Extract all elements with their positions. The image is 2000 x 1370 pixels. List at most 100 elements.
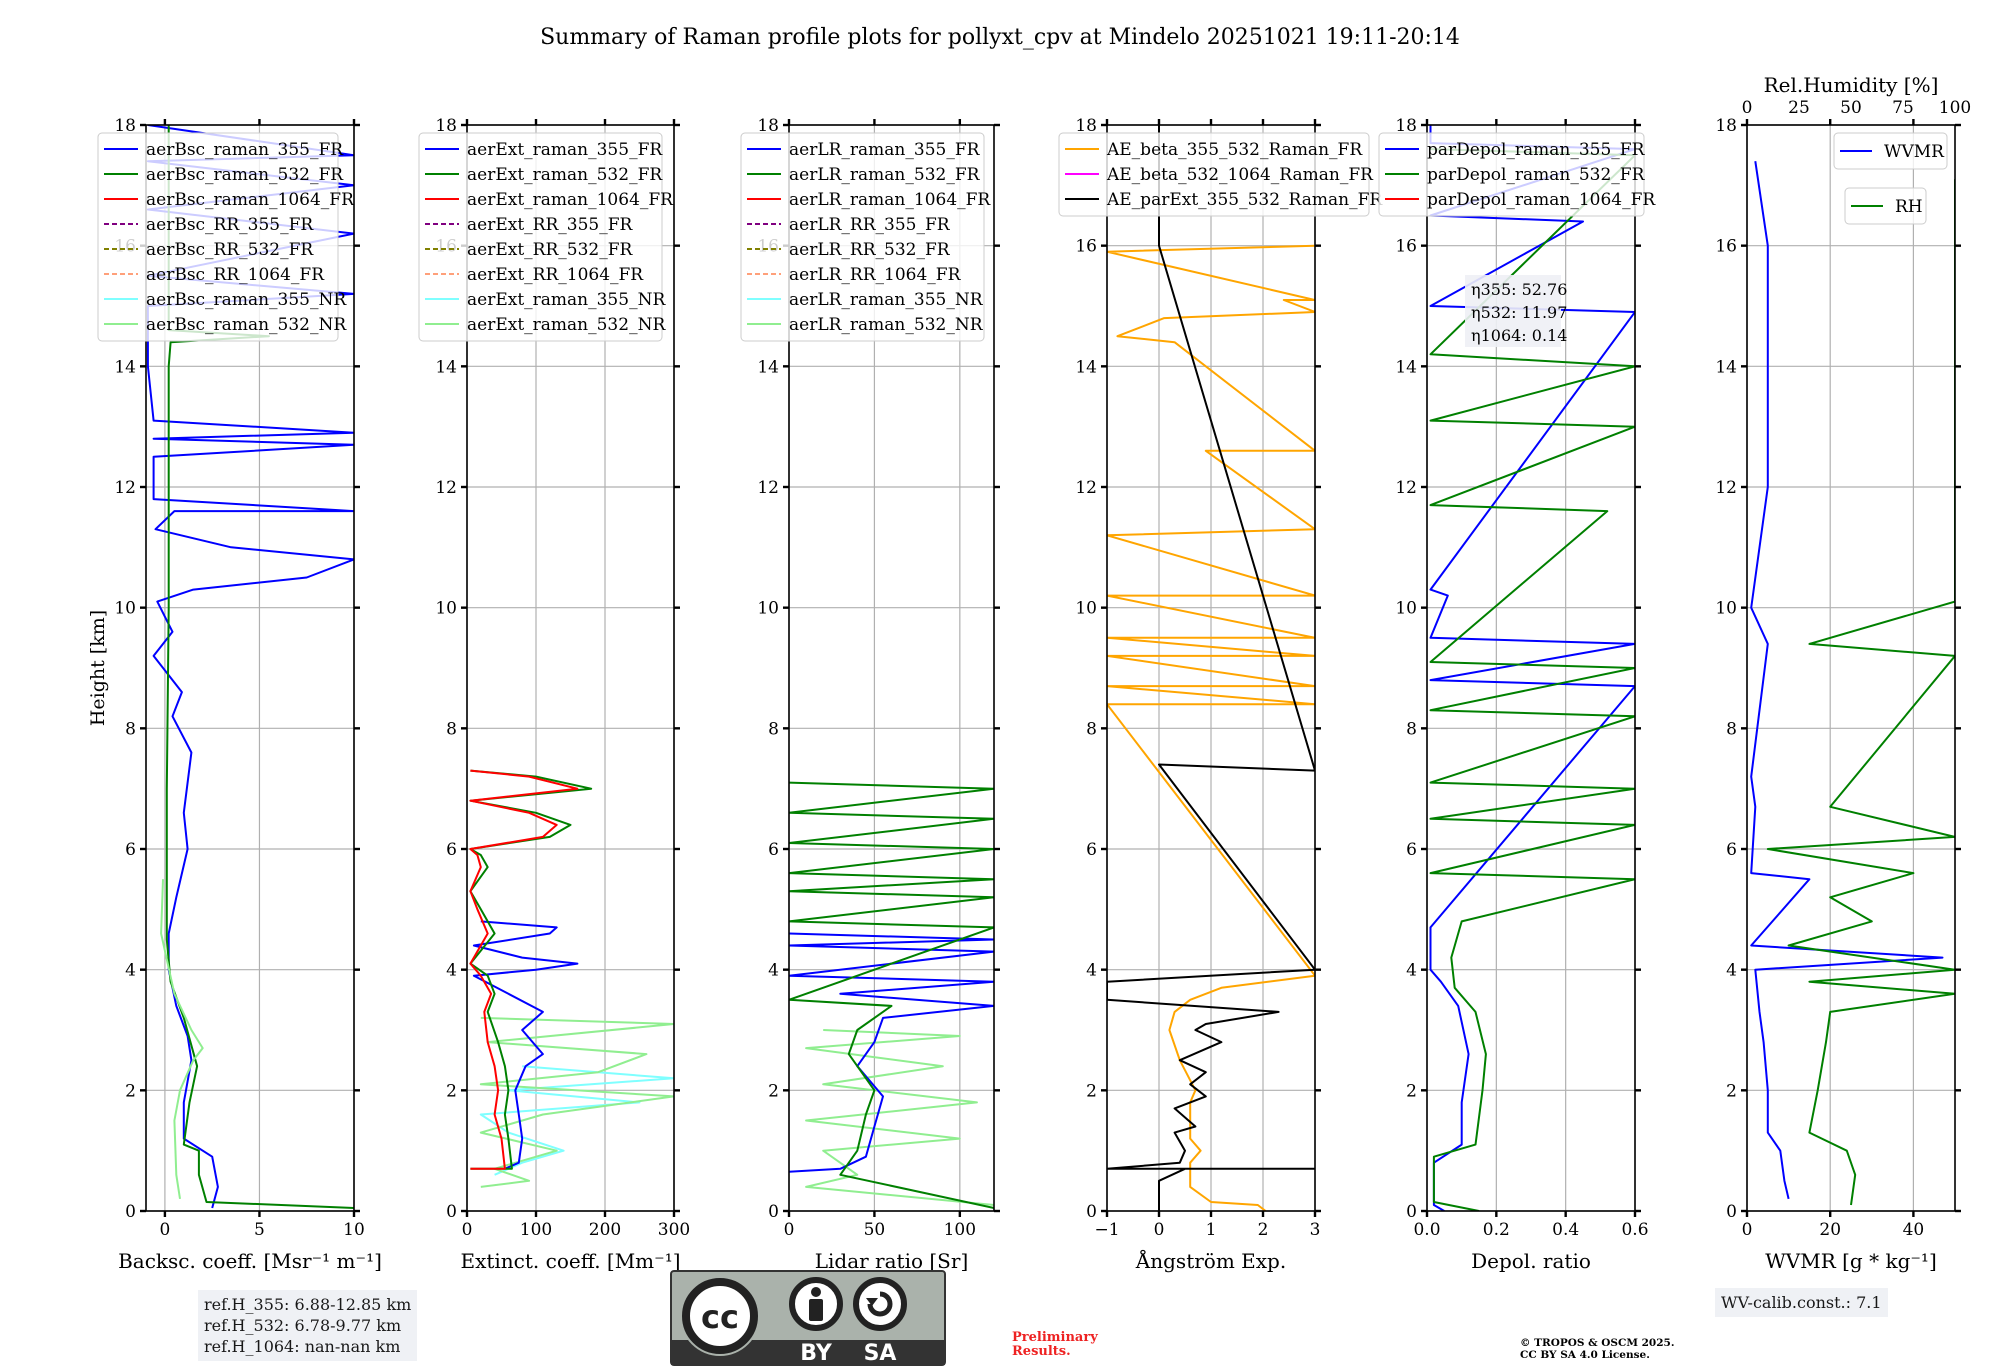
series-line-parDepol_raman_532_FR: [1429, 148, 1635, 1211]
legend-entry-label: aerExt_raman_1064_FR: [467, 190, 674, 210]
y-tick-label: 0: [125, 1202, 136, 1222]
legend-entry-label: aerBsc_raman_532_FR: [146, 165, 344, 185]
copyright-line-2: CC BY SA 4.0 License.: [1520, 1349, 1650, 1361]
x-tick-label: 100: [944, 1220, 976, 1240]
legend-box: [740, 132, 985, 342]
legend-entry-label: aerExt_raman_532_NR: [467, 315, 666, 335]
x-tick-label: 0: [1742, 1220, 1753, 1240]
x-tick-label: 0: [784, 1220, 795, 1240]
x-tick-label: 0: [1154, 1220, 1165, 1240]
legend-box: [1833, 132, 1948, 170]
figure-title: Summary of Raman profile plots for polly…: [540, 25, 1460, 50]
y-tick-label: 10: [757, 599, 779, 619]
by-person-head: [811, 1287, 821, 1297]
series-line-AE_beta_355_532_Raman_FR: [1107, 244, 1315, 1211]
x-tick-label: −1: [1094, 1220, 1119, 1240]
y-tick-label: 2: [125, 1081, 136, 1101]
legend-entry-label: aerExt_RR_532_FR: [467, 240, 633, 260]
x-tick-label: 5: [254, 1220, 265, 1240]
y-tick-label: 10: [1395, 599, 1417, 619]
y-tick-label: 14: [757, 357, 779, 377]
sa-label: SA: [864, 1341, 897, 1366]
legend-entry-label: aerLR_raman_355_FR: [789, 140, 981, 160]
x-tick-label: 10: [343, 1220, 365, 1240]
legend-entry-label: parDepol_raman_532_FR: [1427, 165, 1646, 185]
y-tick-label: 16: [1395, 237, 1417, 257]
legend-entry-label: aerBsc_RR_532_FR: [146, 240, 314, 260]
legend-entry-label: aerLR_RR_532_FR: [789, 240, 951, 260]
by-person-body: [809, 1299, 823, 1321]
y-tick-label: 4: [446, 961, 457, 981]
legend: aerLR_raman_355_FR aerLR_raman_532_FR aerL…: [740, 132, 991, 342]
annotation-line: η355: 52.76: [1471, 280, 1567, 299]
legend-entry-label: aerExt_raman_355_FR: [467, 140, 663, 160]
annotation-line: η532: 11.97: [1471, 303, 1567, 322]
x-axis-label: Lidar ratio [Sr]: [815, 1249, 969, 1273]
y-tick-label: 14: [114, 357, 136, 377]
top-x-tick-label: 75: [1892, 98, 1914, 118]
panels: 0 2 4 6 8 10 12 14 16 18 0 5 10 Backsc. coeff. [Msr⁻¹…: [97, 73, 1971, 1273]
y-tick-label: 14: [1395, 357, 1417, 377]
legend-entry-label: aerExt_RR_1064_FR: [467, 265, 644, 285]
y-tick-label: 2: [1726, 1081, 1737, 1101]
legend-box: [418, 132, 663, 342]
y-tick-label: 14: [435, 357, 457, 377]
y-tick-label: 12: [114, 478, 136, 498]
panel-lidar-ratio: 024681012141618050100Lidar ratio [Sr]aer…: [740, 116, 1000, 1273]
top-x-tick-label: 50: [1840, 98, 1862, 118]
axes-frame: [1746, 124, 1956, 1212]
x-tick-label: 2: [1258, 1220, 1269, 1240]
series-line-parDepol_raman_355_FR: [1429, 125, 1635, 1211]
series-line-WVMR: [1750, 161, 1944, 1200]
x-tick-label: 300: [658, 1220, 690, 1240]
y-tick-label: 18: [1395, 116, 1417, 136]
y-tick-label: 2: [1406, 1081, 1417, 1101]
annotation-box: [1465, 275, 1561, 347]
copyright-line-1: © TROPOS & OSCM 2025.: [1520, 1337, 1675, 1349]
y-tick-label: 2: [768, 1081, 779, 1101]
y-tick-label: 4: [1406, 961, 1417, 981]
y-tick-label: 4: [1086, 961, 1097, 981]
y-tick-label: 2: [446, 1081, 457, 1101]
legend-entry-label: aerLR_raman_1064_FR: [789, 190, 991, 210]
x-tick-label: 0.0: [1413, 1220, 1440, 1240]
series-line-RH: [1766, 179, 1955, 1206]
top-x-axis-label: Rel.Humidity [%]: [1764, 73, 1939, 97]
top-x-tick-label: 0: [1742, 98, 1753, 118]
legend-entry-label: aerLR_raman_355_NR: [789, 290, 984, 310]
x-tick-label: 0: [462, 1220, 473, 1240]
y-tick-label: 16: [1715, 237, 1737, 257]
x-axis-label: Backsc. coeff. [Msr⁻¹ m⁻¹]: [118, 1249, 382, 1273]
legend-entry-label: parDepol_raman_1064_FR: [1427, 190, 1656, 210]
series-line-aerLR_raman_532_NR: [805, 1029, 994, 1206]
cc-by-sa-badge: cc BY SA: [670, 1270, 946, 1366]
x-tick-label: 50: [864, 1220, 886, 1240]
y-tick-label: 2: [1086, 1081, 1097, 1101]
x-tick-label: 20: [1819, 1220, 1841, 1240]
legend-box: [1844, 187, 1927, 225]
legend-entry-label: aerBsc_RR_1064_FR: [146, 265, 325, 285]
legend-entry-label: AE_beta_355_532_Raman_FR: [1106, 140, 1363, 160]
y-tick-label: 8: [1726, 719, 1737, 739]
series-line-aerExt_raman_532_FR: [469, 769, 593, 1170]
y-tick-label: 18: [435, 116, 457, 136]
legend: AE_beta_355_532_Raman_FR AE_beta_532_1064…: [1058, 132, 1383, 217]
preliminary-results-note: Preliminary Results.: [1012, 1330, 1098, 1359]
y-tick-label: 8: [446, 719, 457, 739]
legend-box: [1378, 132, 1645, 217]
series-line-aerBsc_raman_532_NR: [160, 879, 204, 1200]
y-tick-label: 14: [1715, 357, 1737, 377]
y-tick-label: 6: [1086, 840, 1097, 860]
top-x-tick-label: 25: [1788, 98, 1810, 118]
legend-rh: RH: [1844, 187, 1927, 225]
y-tick-label: 18: [1075, 116, 1097, 136]
wv-calibration-box: WV-calib.const.: 7.1: [1715, 1288, 1888, 1317]
y-tick-label: 10: [1715, 599, 1737, 619]
legend-entry-label: aerLR_raman_532_NR: [789, 315, 984, 335]
legend-entry-label: aerLR_raman_532_FR: [789, 165, 981, 185]
copyright-notice: © TROPOS & OSCM 2025. CC BY SA 4.0 Licen…: [1520, 1337, 1675, 1361]
legend-box: [97, 132, 339, 342]
